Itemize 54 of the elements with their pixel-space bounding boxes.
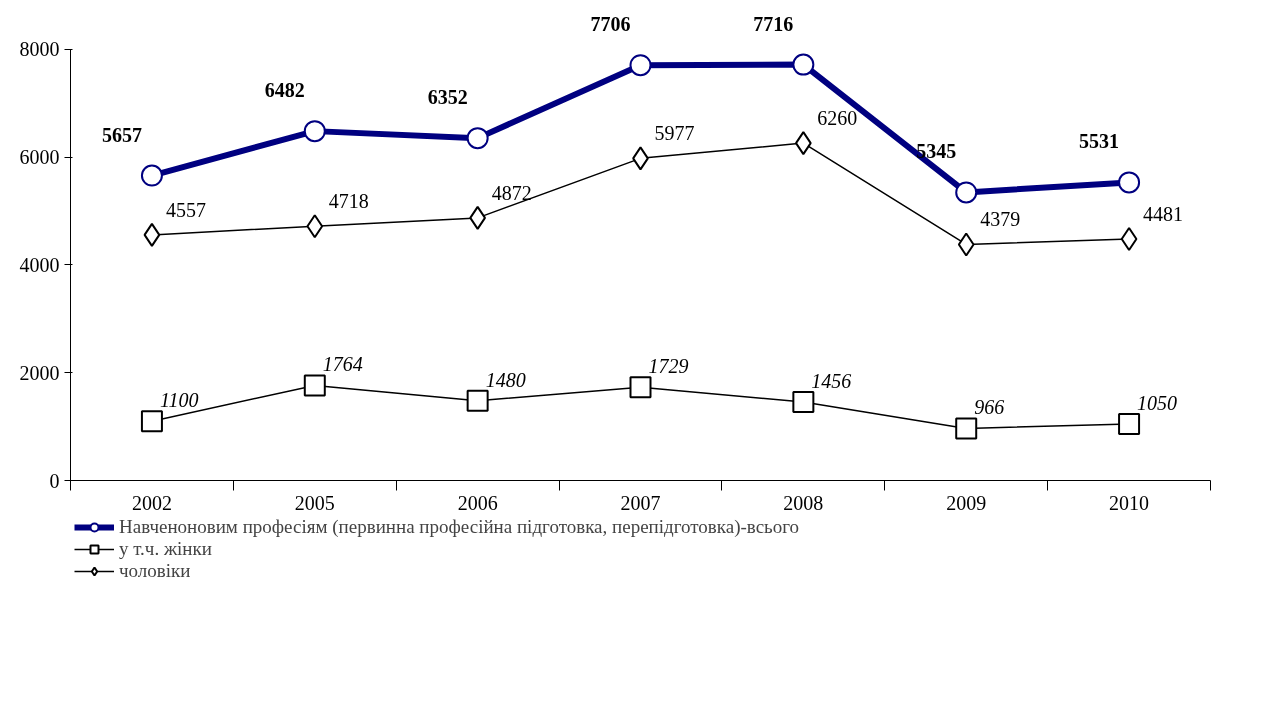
point — [792, 53, 815, 76]
x-tick-label: 2010 — [1109, 491, 1150, 514]
point — [629, 54, 652, 77]
point — [1118, 412, 1141, 435]
data-label: 1100 — [159, 389, 199, 412]
y-tick-label: 2000 — [19, 361, 60, 384]
point — [140, 164, 163, 187]
data-label: 7716 — [753, 12, 794, 35]
data-label: 4481 — [1143, 202, 1184, 225]
data-label: 1480 — [485, 368, 526, 391]
point — [303, 374, 326, 397]
data-label: 4557 — [165, 198, 206, 221]
x-tick-label: 2008 — [783, 491, 824, 514]
x-tick-label: 2009 — [946, 491, 987, 514]
data-label: 5345 — [916, 140, 957, 163]
point — [955, 181, 978, 204]
data-label: 1050 — [1137, 391, 1178, 414]
point — [143, 222, 161, 247]
point — [466, 127, 489, 150]
point — [955, 417, 978, 440]
x-tick-label: 2002 — [131, 491, 172, 514]
data-label: 5531 — [1079, 130, 1120, 153]
data-label: 6482 — [264, 79, 305, 102]
data-label: 6352 — [427, 86, 468, 109]
data-label: 5657 — [101, 123, 142, 146]
point — [466, 389, 489, 412]
point — [140, 410, 163, 433]
data-label: 5977 — [654, 122, 695, 145]
x-tick-label: 2007 — [620, 491, 661, 514]
point — [306, 214, 324, 239]
data-label: 6260 — [817, 107, 858, 130]
y-tick-label: 0 — [49, 469, 60, 492]
x-tick-label: 2005 — [294, 491, 335, 514]
legend-label: Навченоновим професіям (первинна професійна підготовка, перепідготовка)-всього — [119, 516, 800, 538]
data-label: 4379 — [980, 208, 1021, 231]
legend-label: чоловіки — [119, 560, 191, 582]
x-tick-label: 2006 — [457, 491, 498, 514]
point — [1118, 171, 1141, 194]
data-label: 1456 — [811, 370, 852, 393]
data-label: 4872 — [491, 181, 532, 204]
legend-label: у т.ч. жінки — [119, 538, 212, 560]
point — [792, 391, 815, 414]
point — [303, 120, 326, 143]
point — [957, 232, 975, 257]
data-label: 4718 — [328, 190, 369, 213]
data-label: 7706 — [590, 13, 631, 36]
point — [629, 376, 652, 399]
y-tick-label: 6000 — [19, 146, 60, 169]
point — [1120, 226, 1138, 251]
y-tick-label: 4000 — [19, 253, 60, 276]
data-label: 966 — [974, 396, 1005, 419]
y-tick-label: 8000 — [19, 38, 60, 61]
data-label: 1729 — [648, 355, 689, 378]
data-label: 1764 — [322, 353, 363, 376]
